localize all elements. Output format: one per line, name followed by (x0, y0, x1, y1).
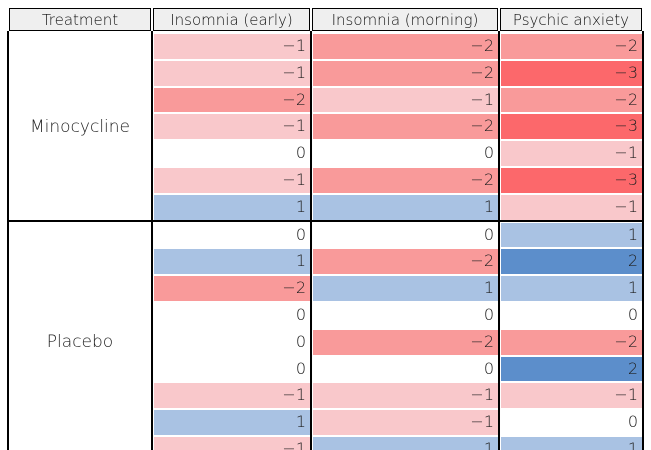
value-cell: 1 (154, 249, 310, 275)
column-divider (151, 31, 153, 450)
value-cell: −3 (501, 168, 642, 193)
column-divider (642, 31, 644, 450)
value-cell: −2 (313, 168, 498, 193)
value-cell: 1 (154, 194, 310, 220)
value-cell: −1 (313, 383, 498, 409)
value-cell: −2 (313, 249, 498, 275)
value-cell: 2 (501, 249, 642, 275)
value-cell: −2 (154, 276, 310, 301)
group-label: Minocycline (30, 116, 130, 137)
group-divider (8, 219, 644, 222)
value-cell: 1 (154, 410, 310, 435)
column-divider (498, 31, 500, 450)
value-cell: −2 (313, 329, 498, 355)
value-cell: 0 (154, 329, 310, 355)
column-divider (310, 31, 312, 450)
column-header: Psychic anxiety (500, 8, 642, 31)
value-cell: −1 (313, 410, 498, 435)
value-cell: 2 (501, 356, 642, 382)
value-cell: 0 (154, 222, 310, 248)
value-cell: 0 (313, 141, 498, 166)
value-cell: −1 (501, 194, 642, 220)
value-cell: 1 (501, 222, 642, 248)
group-label: Placebo (46, 332, 114, 353)
column-divider (7, 31, 9, 450)
value-cell: 0 (313, 222, 498, 248)
value-cell: −2 (501, 34, 642, 59)
column-header: Insomnia (morning) (312, 8, 498, 31)
value-cell: −1 (154, 114, 310, 140)
value-cell: 1 (501, 437, 642, 450)
value-cell: 0 (501, 410, 642, 435)
value-cell: 0 (154, 356, 310, 382)
value-cell: 0 (154, 303, 310, 328)
value-cell: −1 (313, 87, 498, 113)
value-cell: −3 (501, 114, 642, 140)
value-cell: 1 (313, 437, 498, 450)
value-cell: 0 (154, 141, 310, 166)
value-cell: −1 (154, 437, 310, 450)
column-header: Insomnia (early) (153, 8, 310, 31)
value-cell: −2 (501, 87, 642, 113)
value-cell: −1 (154, 60, 310, 86)
value-cell: −2 (313, 34, 498, 59)
value-cell: −2 (501, 329, 642, 355)
value-cell: 1 (313, 276, 498, 301)
value-cell: −1 (154, 168, 310, 193)
value-cell: −1 (501, 383, 642, 409)
value-cell: −2 (313, 60, 498, 86)
value-cell: −1 (154, 383, 310, 409)
value-cell: 1 (313, 194, 498, 220)
value-cell: −3 (501, 60, 642, 86)
value-cell: −1 (501, 141, 642, 166)
value-cell: 0 (313, 303, 498, 328)
value-cell: 1 (501, 276, 642, 301)
value-cell: −1 (154, 34, 310, 59)
value-cell: −2 (313, 114, 498, 140)
value-cell: −2 (154, 87, 310, 113)
value-cell: 0 (313, 356, 498, 382)
value-cell: 0 (501, 303, 642, 328)
column-header: Treatment (9, 8, 151, 31)
